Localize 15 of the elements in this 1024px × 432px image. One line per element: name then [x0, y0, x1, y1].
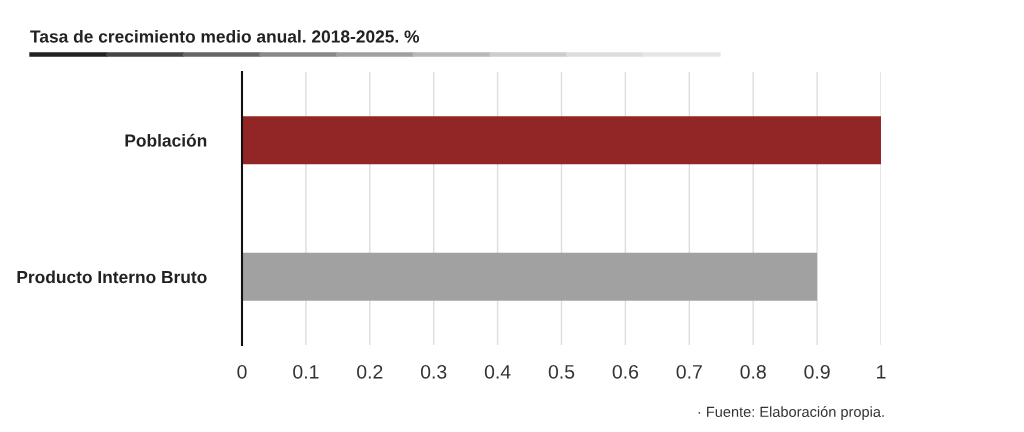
x-tick-label: 0.9 — [804, 364, 830, 379]
y-tick-label: Producto Interno Bruto — [17, 270, 207, 284]
text: · Fuente: Elaboración propia. — [698, 406, 884, 420]
x-tick-label: 0.6 — [612, 364, 639, 379]
x-tick-label: 0.3 — [420, 364, 447, 379]
x-tick-label: 0.2 — [357, 364, 383, 379]
x-tick-label: 0.8 — [740, 364, 766, 379]
x-tick-label: 0.1 — [293, 364, 319, 379]
x-tick-label: 0.5 — [548, 364, 575, 379]
y-tick-label: Población — [125, 133, 207, 147]
x-tick-label: 0.4 — [484, 364, 511, 379]
chart-title: Tasa de crecimiento medio anual. 2018-2025. % — [30, 29, 420, 43]
x-tick-label: 0 — [237, 364, 247, 379]
x-tick-label: 1 — [877, 365, 886, 379]
x-tick-label: 0.7 — [676, 364, 702, 379]
